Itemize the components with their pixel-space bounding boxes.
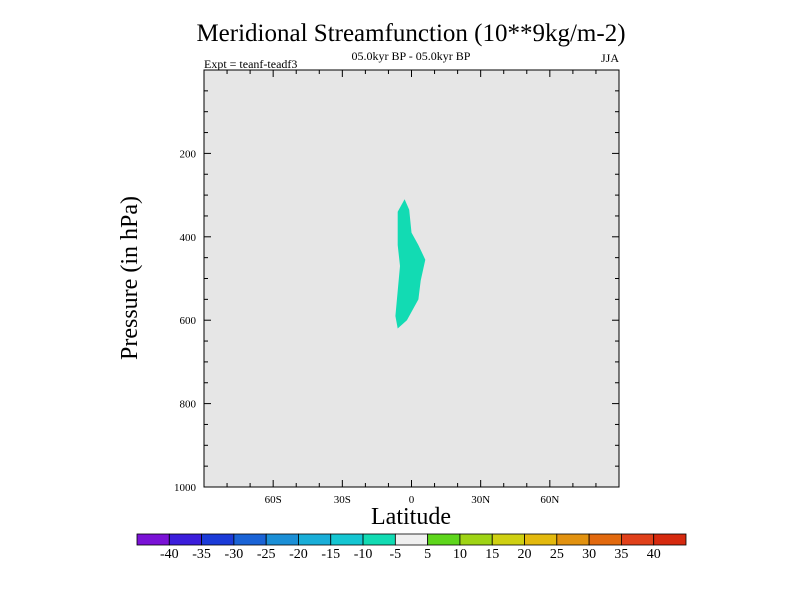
colorbar-label: 40 bbox=[647, 547, 661, 562]
colorbar-box bbox=[459, 533, 493, 546]
colorbar-label: 20 bbox=[518, 547, 532, 562]
colorbar-label: 35 bbox=[614, 547, 628, 562]
colorbar-box bbox=[394, 533, 429, 546]
colorbar-box bbox=[524, 533, 558, 546]
contour-region-0 bbox=[395, 199, 426, 329]
colorbar-box bbox=[201, 533, 235, 546]
colorbar-box bbox=[653, 533, 687, 546]
colorbar-label: -20 bbox=[289, 547, 308, 562]
colorbar-box bbox=[330, 533, 364, 546]
colorbar-box bbox=[233, 533, 267, 546]
colorbar-label: -10 bbox=[354, 547, 373, 562]
colorbar-box bbox=[362, 533, 396, 546]
y-axis-label: Pressure (in hPa) bbox=[117, 196, 143, 360]
colorbar-box bbox=[298, 533, 332, 546]
colorbar-label: -35 bbox=[192, 547, 211, 562]
colorbar-labels: -40 -35 -30 -25 -20 -15 -10 -5 5 10 15 20 25 30 35 40 bbox=[160, 547, 661, 562]
colorbar-label: 25 bbox=[550, 547, 564, 562]
colorbar-box bbox=[265, 533, 299, 546]
y-tick-label: 800 bbox=[180, 399, 197, 411]
colorbar-label: -30 bbox=[225, 547, 244, 562]
colorbar-box bbox=[136, 533, 170, 546]
colorbar-label: -15 bbox=[321, 547, 340, 562]
x-axis-label: Latitude bbox=[371, 504, 451, 530]
plot-frame bbox=[203, 69, 620, 488]
colorbar-label: -5 bbox=[390, 547, 402, 562]
x-tick-label: 30S bbox=[334, 494, 351, 506]
colorbar-label: -40 bbox=[160, 547, 179, 562]
x-tick-label: 60N bbox=[540, 494, 559, 506]
colorbar-box bbox=[588, 533, 622, 546]
tick-labels: 60S 30S 0 30N 60N 200 400 600 800 1000 bbox=[174, 148, 559, 506]
y-tick-label: 400 bbox=[180, 232, 197, 244]
chart-title: Meridional Streamfunction (10**9kg/m-2) bbox=[196, 20, 625, 47]
colorbar-box bbox=[427, 533, 461, 546]
chart-subtitle: 05.0kyr BP - 05.0kyr BP bbox=[352, 49, 471, 63]
colorbar-box bbox=[556, 533, 590, 546]
colorbar-label: 5 bbox=[424, 547, 431, 562]
colorbar-box bbox=[621, 533, 655, 546]
y-tick-label: 200 bbox=[180, 148, 197, 160]
colorbar-label: -25 bbox=[257, 547, 276, 562]
axis-ticks bbox=[204, 70, 619, 487]
x-tick-label: 0 bbox=[409, 494, 415, 506]
colorbar-box bbox=[491, 533, 525, 546]
y-tick-label: 1000 bbox=[174, 482, 197, 494]
colorbar-label: 30 bbox=[582, 547, 596, 562]
y-tick-label: 600 bbox=[180, 315, 197, 327]
season-label: JJA bbox=[601, 51, 619, 65]
x-tick-label: 30N bbox=[471, 494, 490, 506]
colorbar-label: 10 bbox=[453, 547, 467, 562]
x-tick-label: 60S bbox=[265, 494, 282, 506]
experiment-label: Expt = teanf-teadf3 bbox=[204, 57, 297, 71]
colorbar-label: 15 bbox=[485, 547, 499, 562]
colorbar-box bbox=[168, 533, 202, 546]
colorbar bbox=[136, 533, 687, 546]
contour-layer bbox=[395, 199, 426, 329]
